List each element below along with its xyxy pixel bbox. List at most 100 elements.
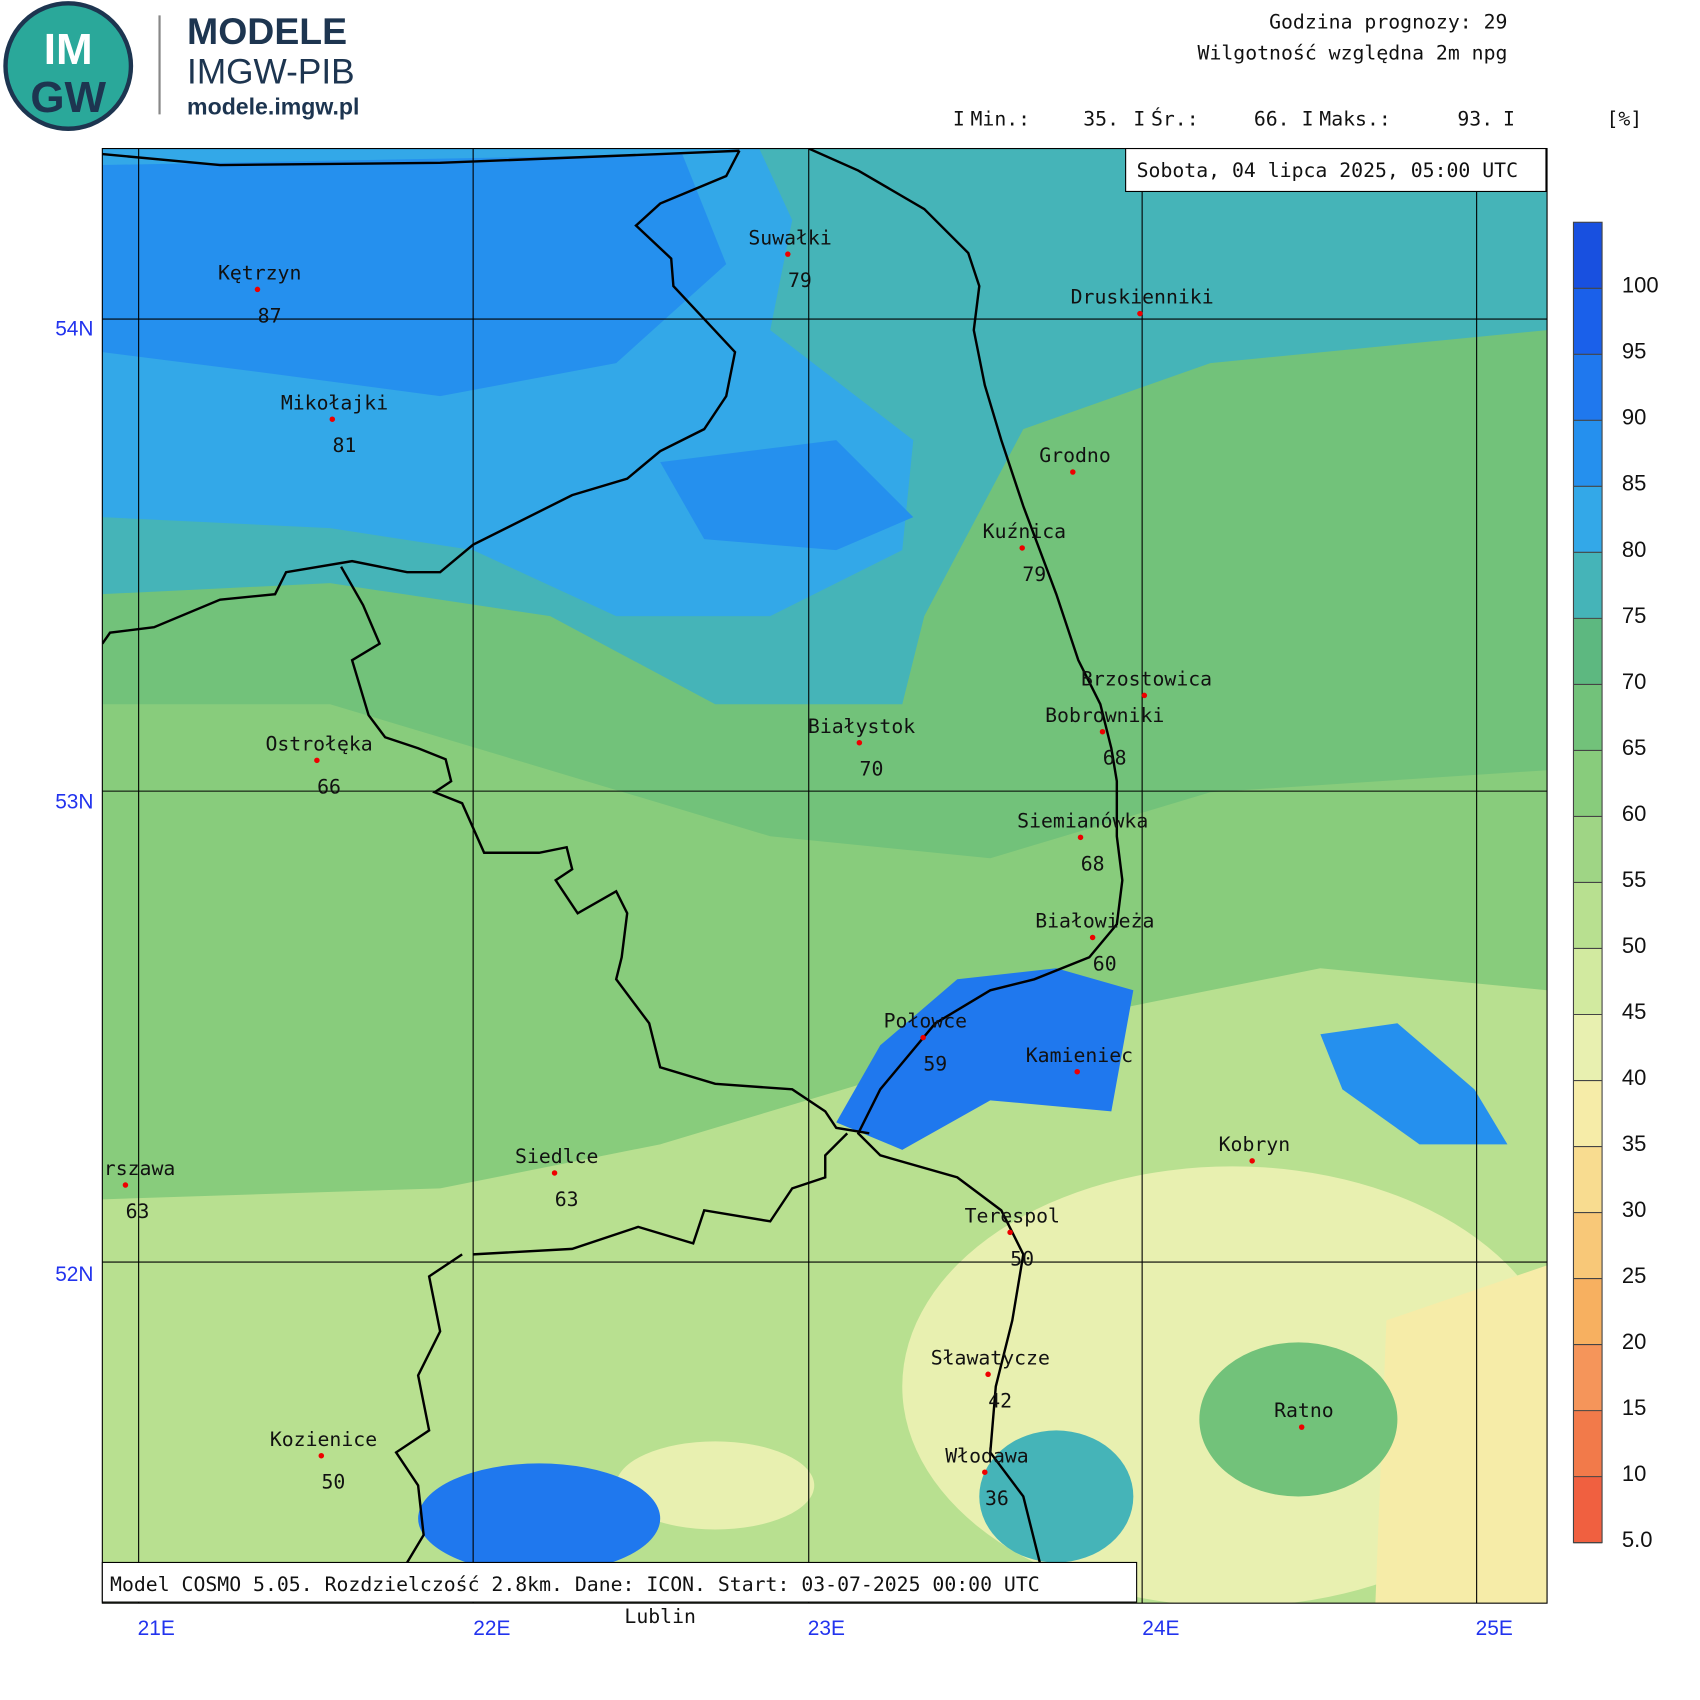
logo-ring <box>3 1 134 131</box>
colorbar-label: 80 <box>1622 537 1646 562</box>
separator: I <box>953 107 965 130</box>
lon-label: 24E <box>1142 1617 1179 1640</box>
variable: Wilgotność względna 2m npg <box>1198 41 1508 64</box>
city-value: 42 <box>988 1389 1012 1412</box>
colorbar-segment <box>1573 618 1603 685</box>
colorbar-label: 90 <box>1622 405 1646 430</box>
city-name: Druskienniki <box>1071 286 1214 309</box>
map-frame <box>101 147 1548 1604</box>
lon-label: 23E <box>808 1617 845 1640</box>
lon-label: 25E <box>1476 1617 1513 1640</box>
colorbar-label: 35 <box>1622 1131 1646 1156</box>
city-name: Białowieża <box>1035 910 1154 933</box>
colorbar-label: 85 <box>1622 471 1646 496</box>
colorbar-segment <box>1573 354 1603 421</box>
city-name: Kozienice <box>270 1428 377 1451</box>
colorbar-segment <box>1573 1278 1603 1345</box>
city-name: Kamieniec <box>1026 1044 1133 1067</box>
colorbar-segment <box>1573 1344 1603 1411</box>
separator: I <box>1133 107 1145 130</box>
colorbar-segment <box>1573 420 1603 487</box>
city-dot <box>254 286 261 293</box>
city-name: Mikołajki <box>281 391 388 414</box>
colorbar-segment <box>1573 750 1603 817</box>
city-name: Grodno <box>1039 444 1111 467</box>
field <box>1320 1023 1508 1145</box>
colorbar-label: 70 <box>1622 669 1646 694</box>
city-name: Włodawa <box>945 1444 1028 1467</box>
city-dot <box>314 757 320 764</box>
colorbar-label: 75 <box>1622 603 1646 628</box>
subtitle: IMGW-PIB <box>187 53 355 92</box>
date: Sobota, 04 lipca 2025, 05:00 UTC <box>1137 159 1518 182</box>
colorbar-label: 30 <box>1622 1197 1646 1222</box>
header: IM GW MODELE IMGW-PIB modele.imgw.pl <box>3 1 359 131</box>
colorbar-segment <box>1573 222 1603 289</box>
city-name: Bobrowniki <box>1045 704 1164 727</box>
city-value: 79 <box>788 269 812 292</box>
city-dot <box>329 416 336 422</box>
colorbar: 5.0 10 15 20 25 30 35 40 45 50 55 60 65 70 75 80 85 90 95 1… <box>1572 221 1659 1552</box>
colorbar-segment <box>1573 948 1603 1015</box>
colorbar-segment <box>1573 288 1603 355</box>
city-value: 50 <box>1010 1247 1034 1270</box>
city-name: Brzostowica <box>1081 668 1212 691</box>
colorbar-segment <box>1573 1014 1603 1081</box>
grid <box>102 148 1548 1604</box>
cities: Kętrzyn 87 Suwałki 79 Druskienniki Mikołajki 8… <box>102 226 1333 1510</box>
lat-label: 53N <box>55 791 93 814</box>
city-value: 70 <box>860 758 884 781</box>
colorbar-label: 5.0 <box>1622 1527 1653 1552</box>
city-dot <box>1249 1158 1255 1164</box>
city-name: Białystok <box>808 715 915 738</box>
city-value: 81 <box>332 434 356 457</box>
lat-labels: 54N 53N 52N <box>55 318 93 1286</box>
lon-labels: 21E 22E 23E 24E 25E <box>138 1617 1513 1640</box>
logo-bottom: GW <box>30 73 106 122</box>
colorbar-segment <box>1573 552 1603 619</box>
city-dot <box>1074 1068 1080 1075</box>
city-dot <box>1007 1229 1013 1236</box>
colorbar-label: 60 <box>1622 801 1646 826</box>
city-value: 79 <box>1022 563 1046 586</box>
date-box <box>1125 147 1547 193</box>
colorbar-label: 25 <box>1622 1263 1646 1288</box>
city-value: 68 <box>1081 852 1105 875</box>
colorbar-segment <box>1573 816 1603 883</box>
borders <box>102 148 1124 1564</box>
field <box>1199 1342 1398 1497</box>
colorbar-segment <box>1573 1080 1603 1147</box>
logo-circle <box>5 3 131 129</box>
colorbar-label: 95 <box>1622 339 1646 364</box>
city-dot <box>1141 692 1148 699</box>
colorbar-label: 50 <box>1622 933 1646 958</box>
lat-label: 52N <box>55 1263 93 1286</box>
border <box>340 566 870 1135</box>
city-value: 87 <box>258 304 282 327</box>
city-value: 60 <box>1093 952 1117 975</box>
stat-label: Min.: <box>970 107 1030 130</box>
border <box>394 1253 463 1564</box>
city-dot <box>920 1034 926 1041</box>
colorbar-segment <box>1573 1212 1603 1279</box>
city-dot <box>122 1182 129 1188</box>
separator: I <box>1503 107 1515 130</box>
city-dot <box>856 739 863 746</box>
colorbar-segment <box>1573 1146 1603 1213</box>
border <box>808 148 1124 1563</box>
city-value: 50 <box>321 1471 345 1494</box>
lat-label: 54N <box>55 318 93 341</box>
city-dot <box>318 1452 325 1459</box>
city-name: Terespol <box>965 1204 1060 1227</box>
city-value: 63 <box>555 1188 579 1211</box>
border <box>473 1132 849 1256</box>
city-dot <box>982 1469 988 1475</box>
city-name: Połowce <box>884 1010 967 1033</box>
stat-value: 93. <box>1457 107 1493 130</box>
city-value: 59 <box>923 1053 947 1076</box>
city-dot <box>1019 545 1025 551</box>
outside-label: Lublin <box>624 1605 696 1628</box>
colorbar-label: 40 <box>1622 1065 1646 1090</box>
colorbar-label: 65 <box>1622 735 1646 760</box>
